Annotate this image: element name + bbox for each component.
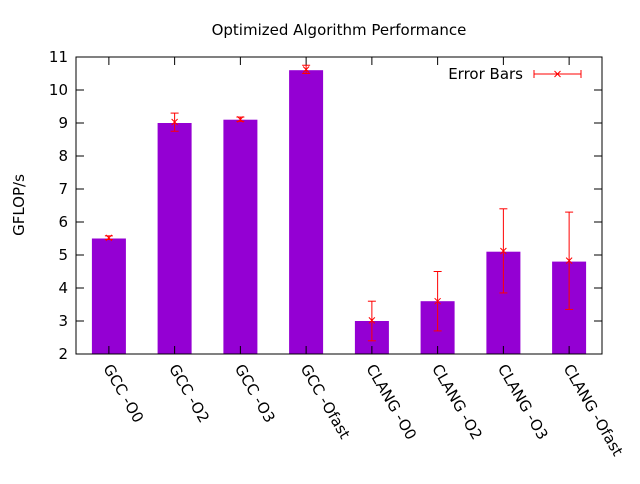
y-tick-label: 2: [58, 345, 68, 363]
bar: [289, 70, 324, 354]
error-bar-center-marker: [368, 316, 376, 324]
error-bar-center-marker: [434, 297, 441, 305]
x-tick-label: GCC -O2: [165, 361, 213, 426]
legend-label: Error Bars: [448, 65, 523, 83]
y-tick-label: 11: [49, 48, 68, 66]
x-tick-label: GCC -O3: [231, 361, 279, 426]
bar: [157, 123, 192, 354]
y-tick-label: 8: [58, 147, 68, 165]
error-bar-center-marker: [105, 234, 113, 242]
error-bar-center-marker: [500, 247, 507, 255]
y-tick-label: 10: [49, 81, 68, 99]
y-tick-label: 9: [58, 114, 68, 132]
chart-title: Optimized Algorithm Performance: [212, 21, 467, 39]
y-tick-label: 5: [58, 246, 68, 264]
y-axis-label: GFLOP/s: [10, 174, 28, 236]
x-tick-label: CLANG -Ofast: [560, 361, 627, 459]
y-tick-label: 3: [58, 312, 68, 330]
plot-border: [75, 56, 603, 355]
plot-area: 2 3 4 5 6 7 8 9 10 11 GCC -O0 GCC -O2 GCC -O3 GCC -Of…: [49, 48, 627, 459]
error-bar-center-marker: [237, 116, 244, 123]
error-bar-center-marker: [565, 257, 573, 264]
y-tick-label: 4: [58, 279, 68, 297]
y-tick-label: 6: [58, 213, 68, 231]
x-tick-label: CLANG -O0: [362, 361, 420, 443]
bar: [223, 119, 258, 354]
y-tick-label: 7: [58, 180, 68, 198]
x-tick-label: CLANG -O2: [428, 361, 486, 443]
error-bar-center-marker: [302, 66, 310, 73]
bar: [91, 238, 126, 354]
x-tick-label: GCC -Ofast: [297, 361, 354, 442]
x-tick-label: CLANG -O3: [494, 361, 552, 443]
error-bar-center-marker: [171, 118, 178, 126]
legend-marker: [554, 70, 561, 78]
x-tick-label: GCC -O0: [99, 361, 147, 426]
